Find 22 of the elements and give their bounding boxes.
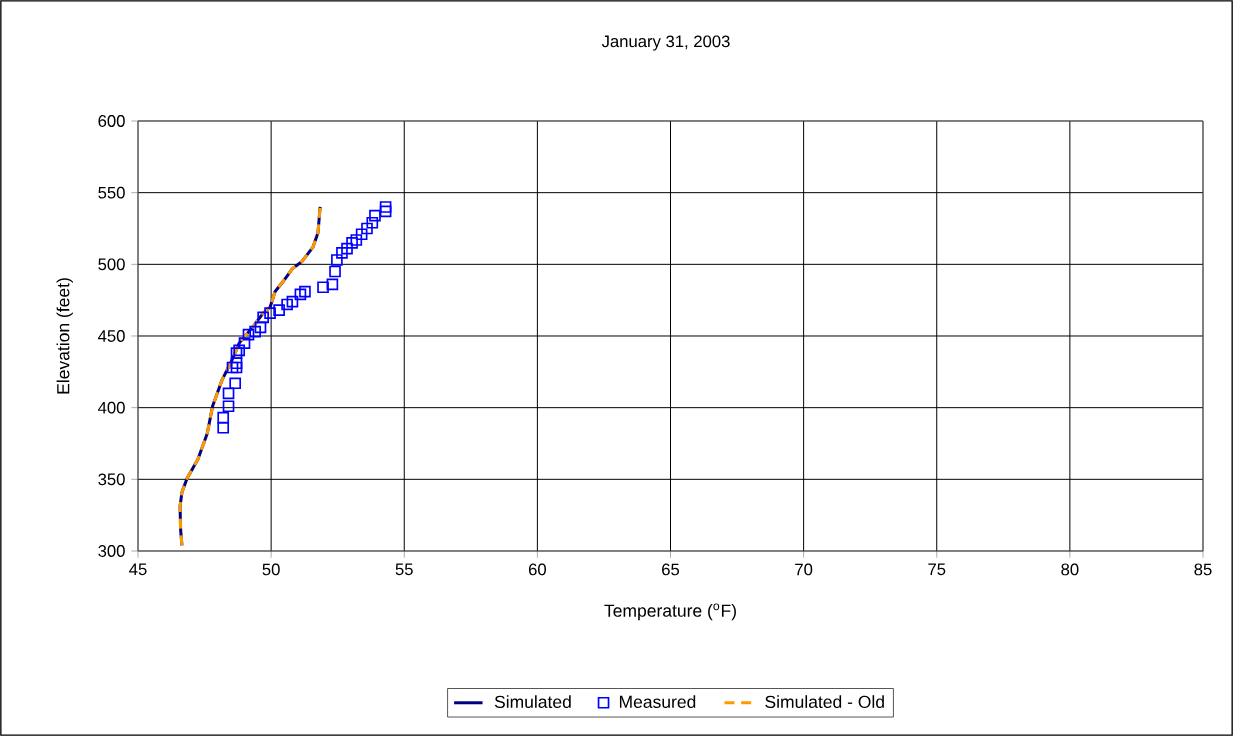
y-tick-label: 400	[98, 401, 125, 414]
y-tick-label: 500	[98, 258, 125, 271]
legend-label: Measured	[619, 695, 696, 709]
x-tick-label: 45	[129, 563, 147, 576]
x-tick-label: 65	[662, 563, 680, 576]
y-tick-label: 450	[98, 330, 125, 342]
legend-label: Simulated - Old	[765, 695, 884, 709]
x-axis-title: Temperature ($^{o}$F)	[604, 603, 736, 621]
x-tick-label: 60	[528, 563, 546, 576]
x-tick-label: 85	[1194, 563, 1212, 576]
legend-label: Simulated	[494, 695, 571, 709]
chart-title: January 31, 2003	[601, 35, 730, 51]
x-tick-label: 75	[928, 563, 946, 576]
y-tick-label: 350	[98, 473, 125, 486]
x-tick-label: 70	[795, 563, 813, 576]
y-axis-title: Elevation (feet)	[56, 278, 73, 394]
x-tick-label: 50	[262, 563, 280, 576]
x-tick-label: 80	[1061, 563, 1079, 576]
x-tick-label: 55	[395, 563, 413, 576]
y-tick-label: 550	[98, 186, 125, 199]
y-tick-label: 600	[98, 115, 125, 127]
y-tick-label: 300	[98, 545, 125, 557]
